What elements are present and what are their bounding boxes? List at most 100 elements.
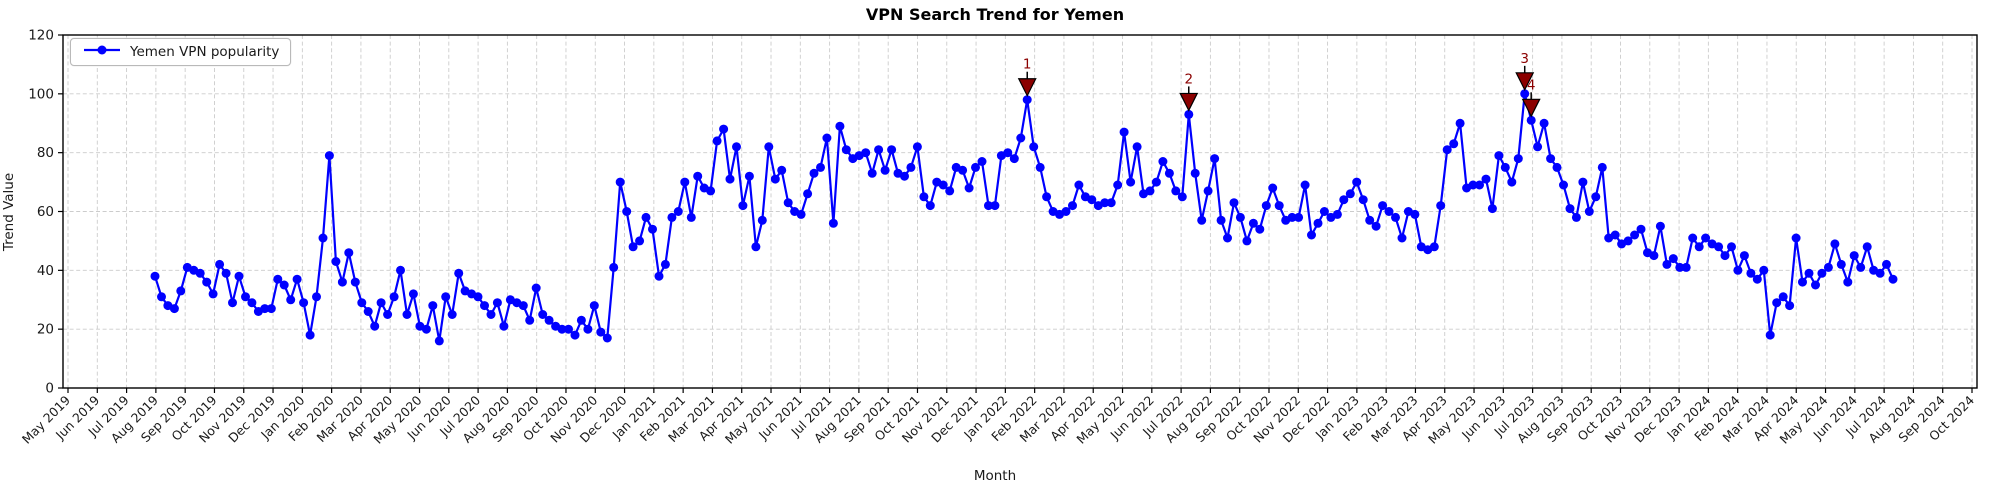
data-point-marker — [1378, 201, 1388, 211]
data-point-marker — [1811, 280, 1820, 290]
data-point-marker — [221, 268, 231, 278]
data-point-marker — [195, 268, 205, 278]
data-point-marker — [473, 292, 483, 302]
data-point-marker — [1119, 127, 1129, 137]
data-point-marker — [1268, 183, 1278, 193]
data-point-marker — [667, 212, 677, 222]
data-point-marker — [971, 162, 980, 172]
data-point-marker — [693, 171, 703, 181]
data-point-marker — [434, 336, 444, 346]
data-point-marker — [1752, 274, 1762, 284]
data-point-marker — [305, 330, 315, 340]
data-point-marker — [1662, 259, 1672, 269]
data-point-marker — [1442, 145, 1452, 155]
data-point-marker — [1300, 180, 1310, 190]
data-point-marker — [835, 121, 845, 131]
data-point-marker — [1242, 236, 1252, 246]
data-point-marker — [260, 304, 270, 314]
data-point-marker — [906, 162, 916, 172]
data-point-marker — [712, 136, 722, 146]
data-point-marker — [1216, 215, 1226, 225]
data-point-marker — [1436, 201, 1446, 211]
data-point-marker — [589, 301, 599, 311]
data-point-marker — [796, 209, 806, 219]
y-tick-label: 100 — [28, 86, 54, 102]
data-point-marker — [1365, 215, 1375, 225]
data-point-marker — [1042, 192, 1052, 202]
data-point-marker — [1507, 177, 1517, 187]
data-point-marker — [1701, 233, 1711, 243]
data-point-marker — [331, 257, 341, 266]
data-point-marker — [564, 324, 573, 334]
data-point-marker — [1035, 162, 1045, 172]
data-point-marker — [1294, 212, 1304, 222]
data-point-marker — [809, 168, 819, 178]
data-point-marker — [1332, 209, 1342, 219]
data-point-marker — [1307, 230, 1316, 240]
legend: Yemen VPN popularity — [70, 38, 292, 66]
data-point-marker — [202, 277, 212, 287]
data-point-marker — [609, 262, 619, 272]
data-point-marker — [208, 289, 218, 299]
data-point-marker — [1823, 262, 1833, 272]
data-point-marker — [1274, 201, 1284, 211]
data-point-marker — [408, 289, 418, 299]
data-point-marker — [1765, 330, 1775, 340]
data-point-marker — [1475, 180, 1484, 190]
data-point-marker — [1197, 215, 1207, 225]
data-point-marker — [1410, 209, 1420, 219]
data-point-marker — [1371, 221, 1381, 231]
data-point-marker — [1630, 230, 1640, 240]
data-point-marker — [1798, 277, 1807, 287]
data-point-marker — [370, 321, 380, 331]
data-point-marker — [299, 298, 309, 308]
data-point-marker — [1184, 109, 1194, 119]
data-point-marker — [1882, 259, 1891, 269]
data-point-marker — [1772, 298, 1782, 308]
data-point-marker — [861, 148, 871, 158]
data-point-marker — [1836, 259, 1846, 269]
data-point-marker — [215, 259, 225, 269]
data-point-marker — [1636, 224, 1646, 234]
data-point-marker — [1248, 218, 1258, 228]
data-point-marker — [925, 201, 935, 211]
data-point-marker — [1888, 274, 1898, 284]
data-point-marker — [518, 301, 528, 311]
data-point-marker — [1688, 233, 1698, 243]
data-point-marker — [1164, 168, 1174, 178]
data-point-marker — [1494, 151, 1504, 161]
data-point-marker — [344, 248, 354, 258]
data-point-marker — [777, 165, 787, 175]
data-point-marker — [247, 298, 257, 308]
data-point-marker — [1016, 133, 1026, 143]
data-point-marker — [686, 212, 696, 222]
data-point-marker — [1565, 204, 1575, 214]
data-point-marker — [376, 298, 386, 308]
data-point-marker — [770, 174, 780, 184]
data-point-marker — [816, 162, 825, 172]
y-axis-label: Trend Value — [1, 172, 17, 252]
data-point-marker — [266, 304, 276, 314]
data-point-marker — [1720, 251, 1730, 261]
data-point-marker — [357, 298, 367, 308]
data-point-marker — [583, 324, 593, 334]
data-point-marker — [1791, 233, 1801, 243]
data-point-marker — [783, 198, 793, 208]
data-point-marker — [887, 145, 897, 155]
data-point-marker — [1655, 221, 1665, 231]
data-point-marker — [273, 274, 283, 284]
data-point-marker — [1481, 174, 1491, 184]
data-point-marker — [1223, 233, 1232, 243]
data-point-marker — [822, 133, 832, 143]
data-point-marker — [383, 310, 393, 319]
data-point-marker — [1210, 154, 1220, 164]
data-point-marker — [874, 145, 884, 155]
data-point-marker — [757, 215, 767, 225]
data-point-marker — [1584, 207, 1594, 216]
data-point-marker — [570, 330, 580, 340]
data-point-marker — [1875, 268, 1885, 278]
annotation-triangle-icon — [1179, 92, 1199, 112]
annotation-triangle-icon — [1017, 78, 1037, 98]
legend-label: Yemen VPN popularity — [130, 44, 280, 60]
data-point-marker — [622, 207, 632, 216]
